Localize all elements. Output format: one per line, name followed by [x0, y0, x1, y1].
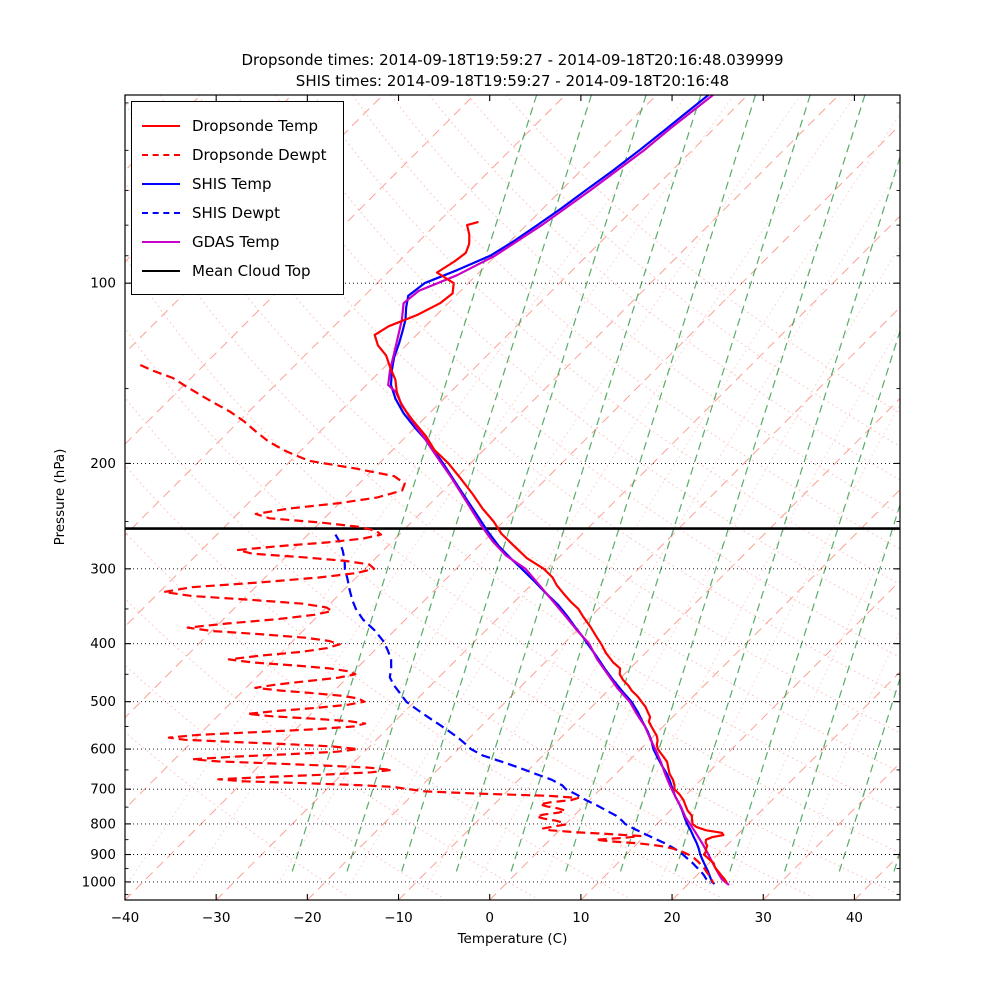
moist-adiabat-line: [564, 95, 811, 874]
series-shis-dewpt: [334, 534, 712, 885]
dry-adiabat-line: [505, 95, 900, 414]
legend-item-label: Mean Cloud Top: [192, 261, 311, 280]
isotherm-line: [489, 488, 900, 900]
legend-line-sample-gdas-temp: [142, 240, 180, 243]
legend-item-shis-dewpt: SHIS Dewpt: [142, 198, 327, 227]
dry-adiabat-line: [390, 95, 900, 515]
dry-adiabat-line: [467, 95, 900, 447]
moist-adiabat-line: [345, 95, 592, 874]
y-tick-label: 800: [90, 816, 116, 832]
moist-adiabat-line: [728, 329, 900, 874]
moist-adiabat-line: [455, 95, 702, 874]
x-tick-label: 10: [572, 910, 589, 926]
mixing-ratio-line: [731, 518, 900, 886]
legend-item-mean-cloud-top: Mean Cloud Top: [142, 256, 327, 285]
legend-item-label: SHIS Temp: [192, 174, 272, 193]
legend-item-gdas-temp: GDAS Temp: [142, 227, 327, 256]
dry-adiabat-line: [275, 95, 900, 622]
y-tick-label: 500: [90, 694, 116, 710]
mixing-ratio-line: [276, 95, 802, 886]
y-tick-label: 900: [90, 847, 116, 863]
mixing-ratio-line: [657, 403, 900, 886]
mixing-ratio-line: [427, 113, 900, 886]
series-dropsonde-temp: [373, 220, 728, 884]
y-tick-label: 400: [90, 636, 116, 652]
legend-item-label: Dropsonde Temp: [192, 116, 319, 135]
moist-adiabat-line: [948, 95, 1000, 873]
moist-adiabat-line: [892, 850, 900, 874]
y-tick-label: 100: [90, 276, 116, 292]
legend-line-sample-mean-cloud-top: [142, 269, 180, 272]
dry-adiabat-line: [125, 731, 350, 898]
moist-adiabat-line: [674, 155, 900, 874]
mixing-ratio-line: [349, 95, 856, 886]
series-gdas-temp: [387, 95, 730, 886]
dry-adiabat-line: [313, 95, 900, 586]
y-tick-label: 1000: [82, 874, 116, 890]
dry-adiabat-line: [352, 95, 900, 550]
legend-item-dropsonde-temp: Dropsonde Temp: [142, 111, 327, 140]
axes-frame: [124, 94, 901, 901]
x-tick-label: 20: [663, 910, 680, 926]
y-axis-label: Pressure (hPa): [52, 448, 68, 546]
x-tick-label: −40: [111, 910, 140, 926]
legend-line-sample-dropsonde-temp: [142, 124, 180, 127]
legend-line-sample-shis-dewpt: [142, 211, 180, 214]
moist-adiabat-line: [291, 95, 538, 874]
isotherm-line: [125, 95, 748, 719]
legend-item-shis-temp: SHIS Temp: [142, 169, 327, 198]
legend-item-dropsonde-dewpt: Dropsonde Dewpt: [142, 140, 327, 169]
x-tick-label: 40: [846, 910, 863, 926]
isotherm-line: [580, 580, 900, 900]
legend-line-sample-shis-temp: [142, 182, 180, 185]
moist-adiabat-line: [838, 676, 900, 874]
legend-item-label: GDAS Temp: [192, 232, 280, 251]
isotherm-line: [671, 671, 900, 900]
dry-adiabat-line: [125, 597, 536, 898]
isotherm-line: [854, 853, 900, 900]
x-tick-label: −20: [293, 910, 322, 926]
x-tick-label: 0: [485, 910, 494, 926]
moist-adiabat-line: [783, 502, 900, 874]
x-tick-label: −10: [384, 910, 413, 926]
chart-title-line1: Dropsonde times: 2014-09-18T19:59:27 - 2…: [241, 51, 784, 69]
dry-adiabat-line: [125, 396, 814, 898]
data-series: [125, 95, 900, 886]
x-tick-label: 30: [755, 910, 772, 926]
isotherm-line: [125, 95, 657, 628]
moist-adiabat-line: [400, 95, 647, 874]
y-tick-label: 200: [90, 456, 116, 472]
moist-adiabat-line: [619, 95, 866, 874]
y-tick-label: 700: [90, 782, 116, 798]
legend-line-sample-dropsonde-dewpt: [142, 153, 180, 156]
dry-adiabat-line: [429, 95, 900, 481]
dry-adiabat-line: [236, 95, 900, 658]
isotherm-line: [125, 95, 566, 537]
dry-adiabat-line: [198, 95, 900, 696]
isotherm-line: [762, 762, 900, 900]
axis-ticks: −40 −30 −20 −10 0 10 20 30 40 100 200 300 400 500 600 7…: [82, 95, 900, 926]
y-tick-label: 300: [90, 561, 116, 577]
legend-item-label: Dropsonde Dewpt: [192, 145, 327, 164]
isotherm-line: [398, 397, 900, 900]
legend-item-label: SHIS Dewpt: [192, 203, 280, 222]
y-tick-label: 600: [90, 742, 116, 758]
mixing-ratio-line: [475, 168, 900, 886]
legend: Dropsonde Temp Dropsonde Dewpt SHIS Temp SH…: [131, 101, 344, 295]
x-axis-label: Temperature (C): [457, 931, 568, 947]
isotherm-line: [215, 215, 900, 900]
isotherm-line: [125, 95, 840, 810]
series-shis-temp: [389, 95, 716, 885]
isotherm-line: [125, 124, 900, 900]
dry-adiabat-line: [125, 327, 900, 896]
moist-adiabat-line: [509, 95, 757, 874]
x-tick-label: −30: [202, 910, 231, 926]
chart-title-line2: SHIS times: 2014-09-18T19:59:27 - 2014-0…: [295, 72, 730, 90]
